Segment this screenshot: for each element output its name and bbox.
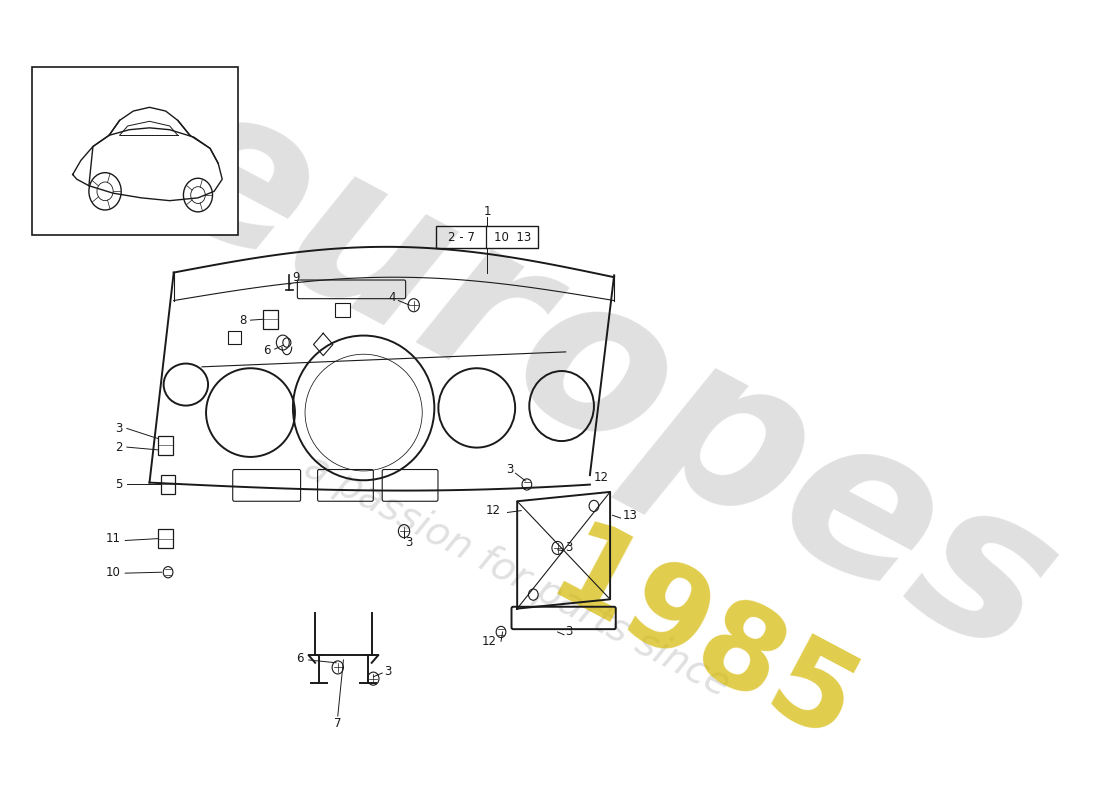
Text: 4: 4 bbox=[388, 291, 396, 304]
Text: 12: 12 bbox=[594, 471, 609, 485]
Text: 10  13: 10 13 bbox=[494, 230, 531, 243]
Text: 2 - 7: 2 - 7 bbox=[448, 230, 475, 243]
Text: 6: 6 bbox=[263, 343, 271, 357]
Bar bbox=[158, 436, 173, 454]
Text: 3: 3 bbox=[406, 536, 412, 549]
Text: 8: 8 bbox=[239, 314, 246, 326]
Bar bbox=[158, 530, 173, 548]
Bar bbox=[32, 67, 239, 235]
Bar bbox=[263, 310, 278, 329]
Text: 3: 3 bbox=[506, 463, 513, 476]
Bar bbox=[161, 475, 175, 494]
Text: 11: 11 bbox=[106, 532, 121, 545]
Text: 9: 9 bbox=[293, 270, 300, 284]
Text: 5: 5 bbox=[116, 478, 122, 491]
Text: europes: europes bbox=[123, 58, 1088, 702]
Bar bbox=[437, 226, 538, 248]
Text: 1985: 1985 bbox=[531, 514, 874, 769]
Bar bbox=[228, 331, 241, 345]
Text: 3: 3 bbox=[116, 422, 122, 435]
Text: 7: 7 bbox=[334, 717, 341, 730]
Text: 2: 2 bbox=[116, 441, 122, 454]
Text: 6: 6 bbox=[296, 652, 304, 665]
Text: 1: 1 bbox=[484, 206, 491, 218]
Text: 10: 10 bbox=[106, 566, 121, 578]
Bar bbox=[336, 303, 350, 318]
Text: 3: 3 bbox=[565, 626, 573, 638]
Text: 12: 12 bbox=[482, 634, 497, 648]
Text: 13: 13 bbox=[623, 509, 637, 522]
Text: 3: 3 bbox=[565, 542, 573, 554]
Text: 3: 3 bbox=[384, 665, 392, 678]
Text: a passion for parts since: a passion for parts since bbox=[298, 447, 736, 704]
Text: 12: 12 bbox=[486, 504, 500, 517]
